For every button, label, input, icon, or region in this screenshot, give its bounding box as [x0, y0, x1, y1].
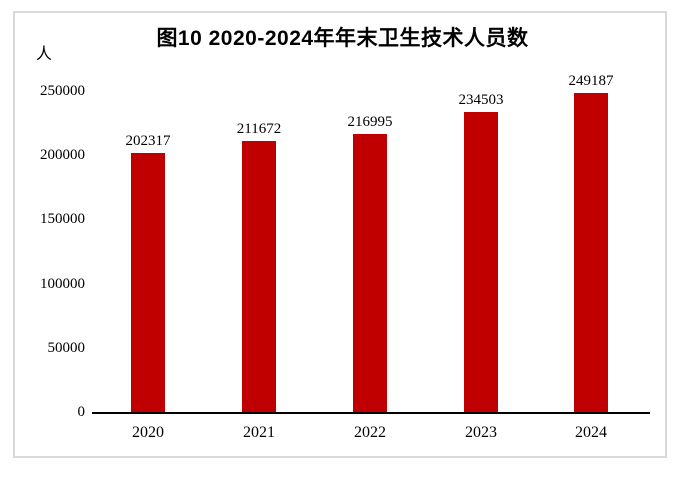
x-axis-tick-label: 2023	[465, 424, 497, 441]
y-axis-tick-label: 0	[77, 404, 86, 420]
x-axis-tick-label: 2022	[354, 424, 386, 441]
bar-value-label: 216995	[347, 114, 393, 130]
x-axis-tick-label: 2021	[243, 424, 275, 441]
bar-2024	[574, 93, 608, 412]
bar-2021	[242, 141, 276, 412]
x-axis-line	[92, 412, 650, 414]
x-axis-tick-label: 2020	[132, 424, 164, 441]
y-axis-unit-label: 人	[36, 46, 53, 63]
bar-value-label: 234503	[458, 92, 504, 108]
bar-value-label: 202317	[125, 133, 171, 149]
y-axis-tick-label: 150000	[40, 211, 85, 227]
bar-2023	[464, 112, 498, 412]
y-axis-tick-label: 250000	[40, 83, 85, 99]
chart-frame	[13, 11, 667, 458]
x-axis-tick-label: 2024	[575, 424, 607, 441]
y-axis-tick-label: 100000	[40, 276, 85, 292]
y-axis-tick-label: 200000	[40, 147, 85, 163]
bar-value-label: 249187	[568, 73, 614, 89]
bar-2020	[131, 153, 165, 412]
chart-title: 图10 2020-2024年年末卫生技术人员数	[156, 27, 529, 50]
bar-2022	[353, 134, 387, 412]
y-axis-tick-label: 50000	[47, 340, 86, 356]
bar-value-label: 211672	[236, 121, 282, 137]
